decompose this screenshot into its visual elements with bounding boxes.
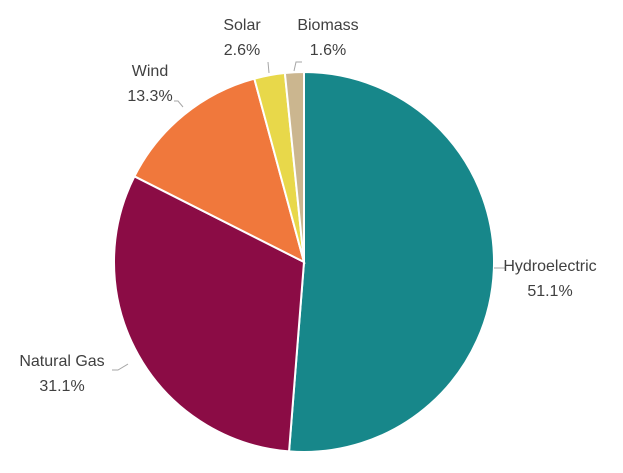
slice-label: Solar (223, 17, 261, 34)
pie-slice (133, 77, 306, 264)
slice-label: Hydroelectric (503, 258, 596, 275)
leader-line (174, 100, 184, 108)
slice-label: Wind (132, 63, 168, 80)
slice-value-label: 51.1% (527, 283, 572, 300)
slice-label: Natural Gas (19, 353, 104, 370)
leader-line (112, 363, 129, 371)
pie-slice (283, 70, 305, 263)
slice-value-label: 13.3% (127, 88, 172, 105)
pie-slice (113, 174, 306, 453)
slice-value-label: 31.1% (39, 378, 84, 395)
slice-value-label: 2.6% (224, 42, 260, 59)
pie-slice (287, 70, 495, 453)
slice-value-label: 1.6% (310, 42, 346, 59)
leader-line (293, 61, 302, 72)
slice-label: Biomass (297, 17, 358, 34)
leader-line (267, 61, 270, 74)
